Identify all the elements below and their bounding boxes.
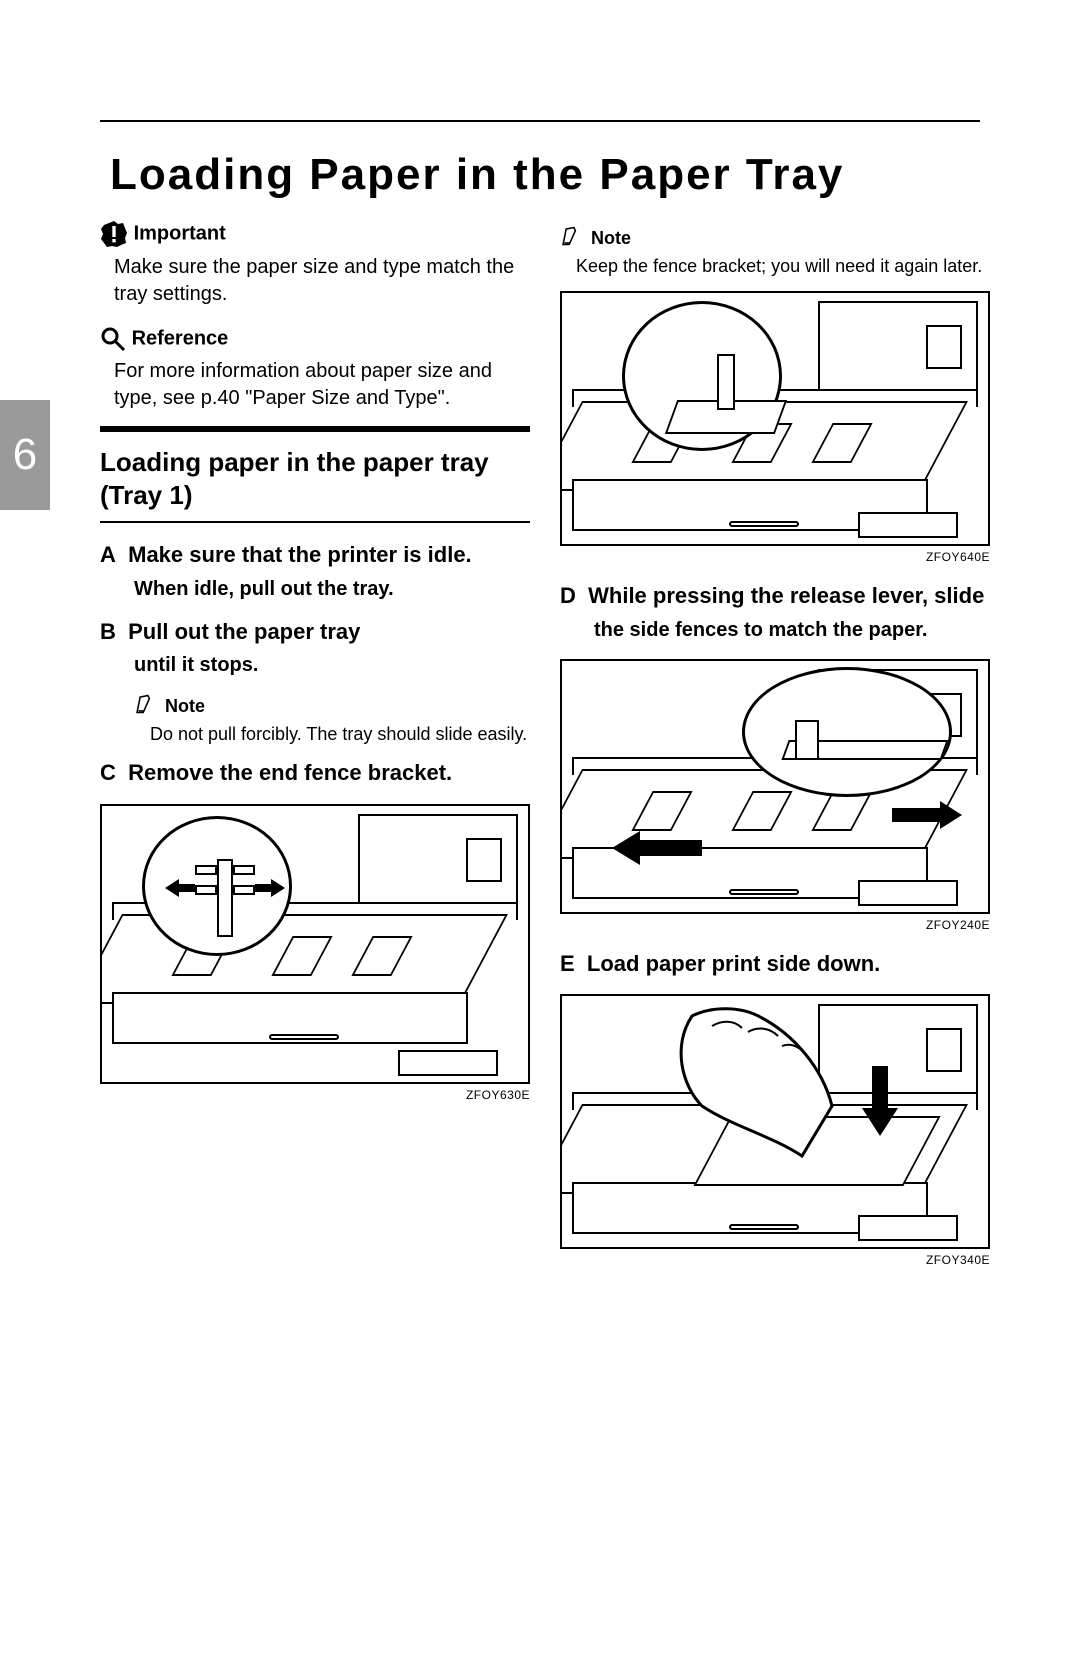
step-c: C Remove the end fence bracket. (100, 759, 530, 788)
figure-1 (100, 804, 530, 1084)
reference-label: Reference (132, 327, 229, 349)
section-rule-light (100, 521, 530, 523)
step-d-lead: While pressing the release lever, slide (588, 583, 984, 608)
note-icon (134, 694, 160, 720)
step-a-cont: When idle, pull out the tray. (134, 576, 530, 602)
left-column: Important Make sure the paper size and t… (100, 220, 530, 1120)
important-text: Make sure the paper size and type match … (114, 254, 530, 308)
figure-3-callout (742, 667, 952, 797)
figure-4 (560, 994, 990, 1249)
figure-4-hand (652, 1006, 862, 1176)
reference-text: For more information about paper size an… (114, 358, 530, 412)
note-text-right: Keep the fence bracket; you will need it… (576, 256, 990, 277)
note-icon-right (560, 226, 586, 252)
note-label-left: Note (165, 696, 205, 716)
figure-2 (560, 291, 990, 546)
top-rule (100, 120, 980, 122)
note-block-left: Note Do not pull forcibly. The tray shou… (134, 694, 530, 745)
step-e: E Load paper print side down. (560, 950, 990, 979)
step-d-cont: the side fences to match the paper. (594, 617, 990, 643)
figure-1-callout (142, 816, 292, 956)
step-a-num: A (100, 542, 116, 567)
right-column: Note Keep the fence bracket; you will ne… (560, 220, 990, 1285)
step-b-lead: Pull out the paper tray (128, 619, 360, 644)
note-block-right: Note Keep the fence bracket; you will ne… (560, 226, 990, 277)
chapter-tab: 6 (0, 400, 50, 510)
important-heading: Important (100, 220, 530, 248)
step-b: B Pull out the paper tray until it stops… (100, 618, 530, 679)
step-b-cont: until it stops. (134, 652, 530, 678)
reference-heading: Reference (100, 326, 530, 352)
section-rule-heavy (100, 426, 530, 432)
reference-icon (100, 326, 126, 352)
important-icon (100, 220, 128, 248)
reference-link: p.40 "Paper Size and Type" (201, 387, 445, 409)
step-c-lead: Remove the end fence bracket. (128, 760, 452, 785)
figure-2-callout (622, 301, 782, 451)
figure-3-code: ZFOY240E (560, 918, 990, 932)
step-a-lead: Make sure that the printer is idle. (128, 542, 472, 567)
step-e-num: E (560, 951, 575, 976)
section-heading: Loading paper in the paper tray (Tray 1) (100, 446, 530, 511)
figure-3 (560, 659, 990, 914)
figure-1-code: ZFOY630E (100, 1088, 530, 1102)
step-a: A Make sure that the printer is idle. Wh… (100, 541, 530, 602)
step-d-num: D (560, 583, 576, 608)
step-e-lead: Load paper print side down. (587, 951, 880, 976)
step-c-num: C (100, 760, 116, 785)
page-title: Loading Paper in the Paper Tray (110, 150, 844, 200)
note-text-left: Do not pull forcibly. The tray should sl… (150, 724, 530, 745)
figure-2-code: ZFOY640E (560, 550, 990, 564)
step-d: D While pressing the release lever, slid… (560, 582, 990, 643)
figure-4-code: ZFOY340E (560, 1253, 990, 1267)
important-label: Important (134, 222, 226, 244)
step-b-num: B (100, 619, 116, 644)
note-label-right: Note (591, 228, 631, 248)
